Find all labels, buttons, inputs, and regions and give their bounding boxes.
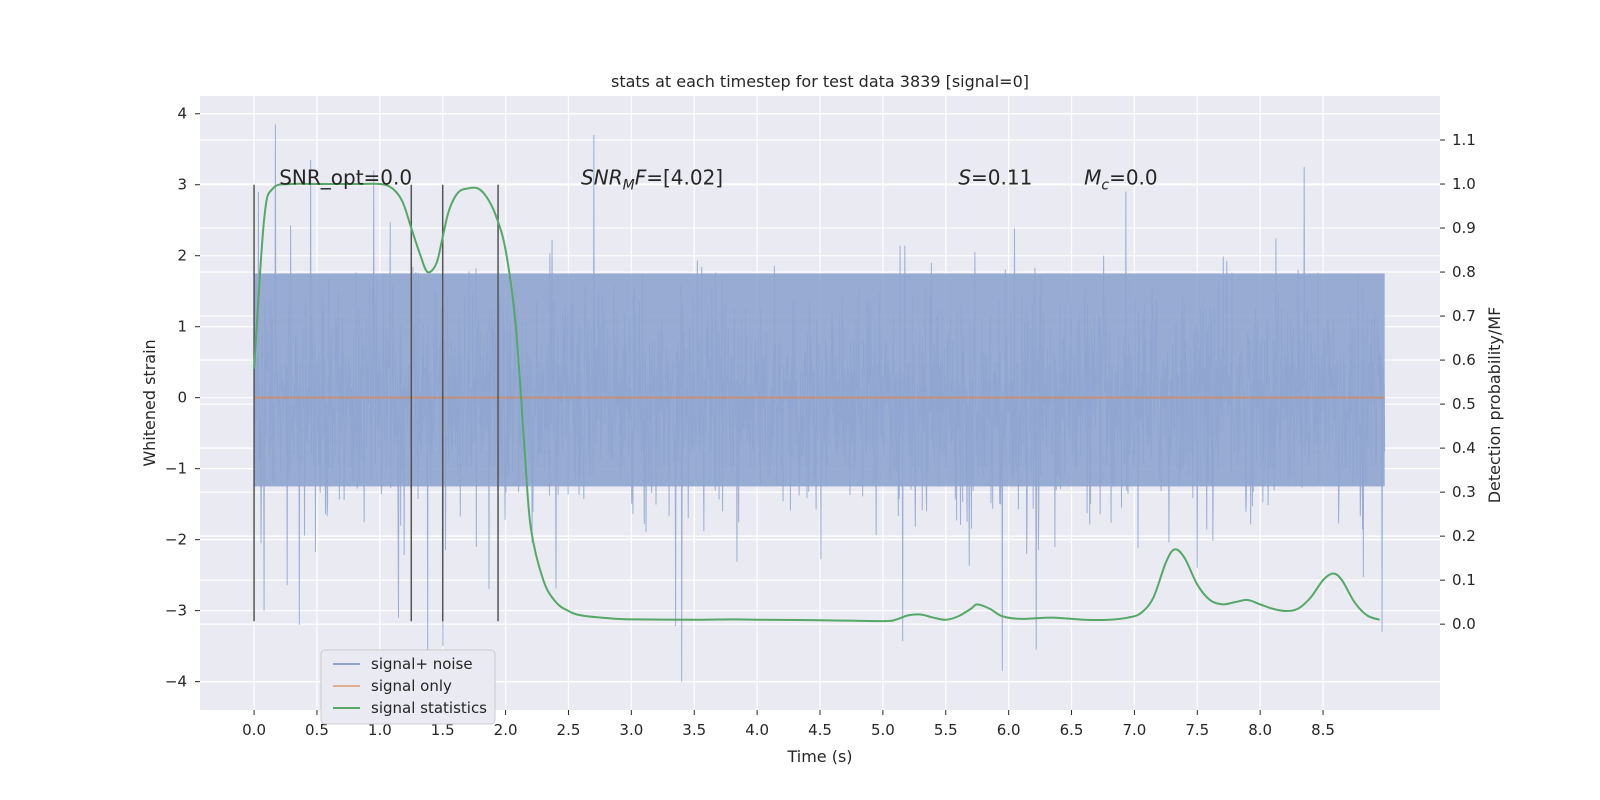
x-tick-label: 5.0 <box>871 721 895 739</box>
y-right-tick-label: 0.3 <box>1452 483 1476 501</box>
x-tick-label: 4.5 <box>808 721 832 739</box>
y-left-tick-label: 2 <box>177 247 187 265</box>
annotation-text: Mc=0.0 <box>1084 166 1158 194</box>
x-tick-label: 1.5 <box>431 721 455 739</box>
annotation-text: SNRMF=[4.02] <box>581 166 723 194</box>
x-tick-label: 3.5 <box>682 721 706 739</box>
x-tick-label: 6.5 <box>1060 721 1084 739</box>
y-left-tick-label: −4 <box>165 673 187 691</box>
y-right-tick-label: 0.0 <box>1452 615 1476 633</box>
legend-label-signal-only: signal only <box>371 677 452 695</box>
y-right-tick-label: 0.8 <box>1452 263 1476 281</box>
x-tick-label: 3.0 <box>619 721 643 739</box>
x-tick-label: 1.0 <box>368 721 392 739</box>
vertical-markers <box>253 184 499 622</box>
y-left-tick-label: 4 <box>177 105 187 123</box>
y-right-tick-label: 0.1 <box>1452 571 1476 589</box>
y-right-tick-label: 0.2 <box>1452 527 1476 545</box>
x-tick-label: 4.0 <box>745 721 769 739</box>
x-tick-label: 0.0 <box>242 721 266 739</box>
x-tick-label: 2.0 <box>494 721 518 739</box>
x-axis-ticks: 0.0 0.5 1.0 1.5 2.0 2.5 3.0 3.5 4.0 4.5 5.0 5.5 6.0 6… <box>242 710 1335 739</box>
y-right-axis-ticks: 1.1 1.0 0.9 0.8 0.7 0.6 0.5 0.4 0.3 0.2 0.1 0.0 <box>1440 131 1476 633</box>
x-tick-label: 8.0 <box>1248 721 1272 739</box>
y-left-tick-label: −2 <box>165 531 187 549</box>
x-axis-label: Time (s) <box>786 747 852 766</box>
y-right-tick-label: 0.5 <box>1452 395 1476 413</box>
series-signal-statistics <box>253 182 1380 623</box>
chart-title: stats at each timestep for test data 383… <box>611 72 1029 91</box>
y-left-tick-label: −3 <box>165 602 187 620</box>
legend-label-signal-statistics: signal statistics <box>371 699 487 717</box>
y-left-tick-label: −1 <box>165 460 187 478</box>
y-left-tick-label: 0 <box>177 389 187 407</box>
x-tick-label: 2.5 <box>557 721 581 739</box>
legend-box <box>320 649 496 725</box>
noise-core-band <box>254 273 1385 487</box>
y-left-tick-label: 1 <box>177 318 187 336</box>
x-tick-label: 7.5 <box>1185 721 1209 739</box>
legend-label-signal-noise: signal+ noise <box>371 655 473 673</box>
y-right-tick-label: 0.6 <box>1452 351 1476 369</box>
y-right-tick-label: 0.9 <box>1452 219 1476 237</box>
annotation-text: S=0.11 <box>958 166 1032 190</box>
annotation-text: SNR_opt=0.0 <box>279 166 412 190</box>
y-right-axis-label: Detection probability/MF <box>1485 307 1504 504</box>
y-right-tick-label: 1.0 <box>1452 175 1476 193</box>
y-right-tick-label: 0.4 <box>1452 439 1476 457</box>
x-tick-label: 6.0 <box>997 721 1021 739</box>
x-tick-label: 5.5 <box>934 721 958 739</box>
legend: signal+ noise signal only signal statist… <box>320 649 496 725</box>
x-tick-label: 8.5 <box>1311 721 1335 739</box>
y-left-axis-ticks: 4 3 2 1 0 −1 −2 −3 −4 <box>165 105 200 691</box>
signal-statistics-line <box>253 182 1380 623</box>
x-tick-label: 7.0 <box>1122 721 1146 739</box>
y-left-tick-label: 3 <box>177 176 187 194</box>
y-left-axis-label: Whitened strain <box>140 339 159 466</box>
x-tick-label: 0.5 <box>305 721 329 739</box>
y-right-tick-label: 0.7 <box>1452 307 1476 325</box>
y-right-tick-label: 1.1 <box>1452 131 1476 149</box>
annotations: SNR_opt=0.0 SNRMF=[4.02] S=0.11 Mc=0.0 <box>279 166 1157 194</box>
